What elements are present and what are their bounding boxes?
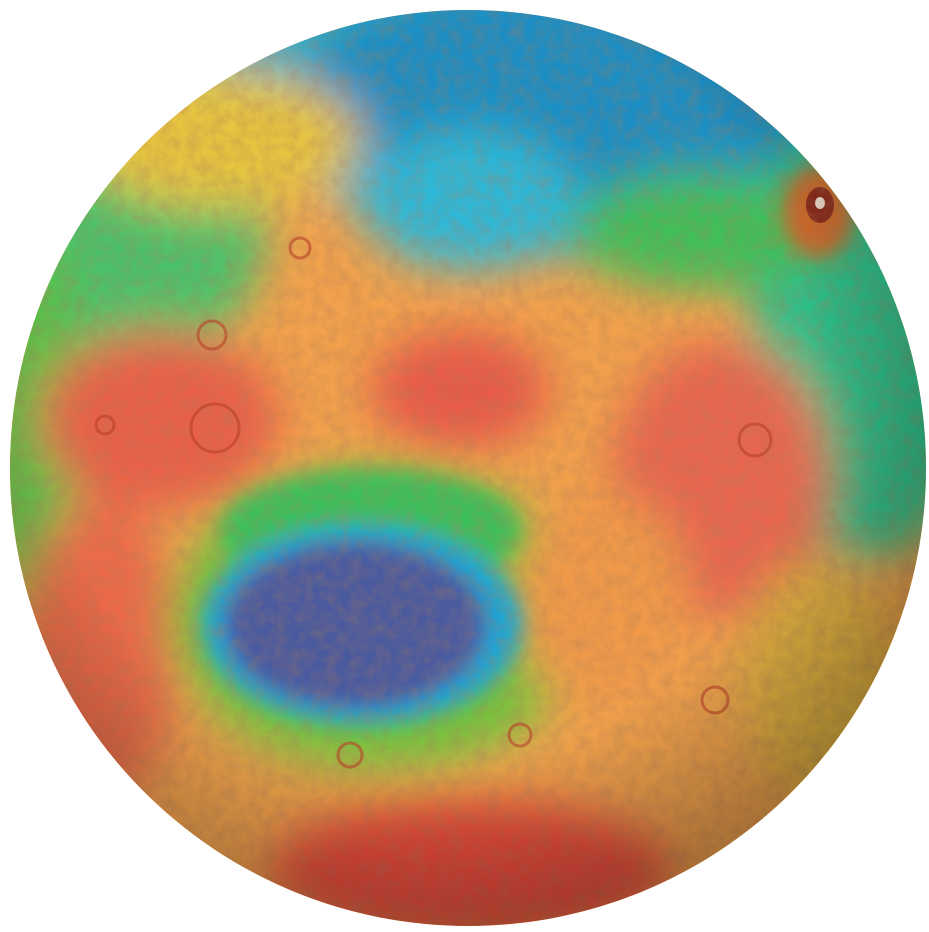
limb-shading [10, 10, 926, 926]
